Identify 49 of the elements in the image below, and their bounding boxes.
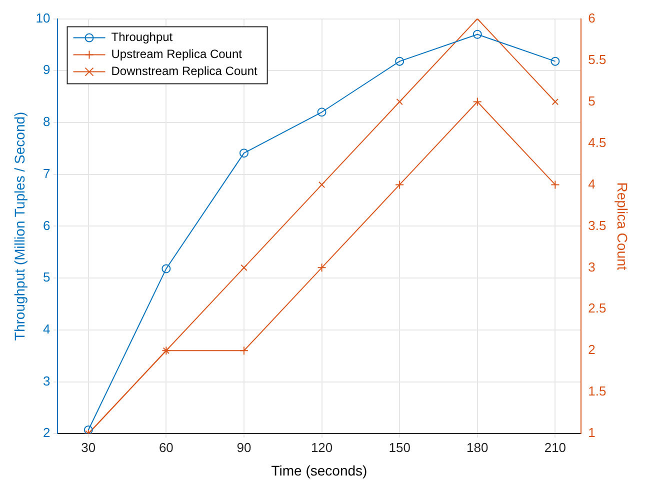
y2-tick-label: 3.5 bbox=[588, 218, 606, 233]
y2-tick-label: 4.5 bbox=[588, 134, 606, 150]
y-tick-label: 9 bbox=[43, 62, 50, 78]
y-tick-label: 7 bbox=[43, 166, 50, 181]
y2-tick-label: 5.5 bbox=[588, 52, 606, 67]
x-tick-label: 210 bbox=[544, 440, 566, 455]
y-tick-label: 8 bbox=[43, 114, 50, 130]
point bbox=[318, 181, 326, 188]
point bbox=[472, 30, 482, 39]
x-tick-label: 60 bbox=[158, 440, 174, 455]
legend-label: Downstream Replica Count bbox=[111, 64, 258, 78]
point bbox=[240, 264, 248, 272]
point bbox=[239, 148, 248, 158]
point bbox=[395, 56, 404, 66]
point bbox=[396, 98, 403, 106]
y-tick-label: 4 bbox=[43, 321, 50, 336]
y-tick-label: 6 bbox=[43, 218, 50, 233]
x-tick-label: 150 bbox=[388, 440, 410, 455]
point bbox=[395, 180, 404, 190]
point bbox=[84, 425, 93, 434]
x-axis-title: Time (seconds) bbox=[271, 462, 368, 478]
point bbox=[550, 180, 560, 190]
legend-label: Upstream Replica Count bbox=[111, 47, 243, 62]
y2-tick-label: 1 bbox=[588, 425, 596, 440]
point bbox=[317, 108, 326, 117]
point bbox=[162, 264, 171, 274]
y2-tick-label: 1.5 bbox=[588, 384, 606, 399]
legend-label: Throughput bbox=[111, 30, 174, 44]
point bbox=[550, 56, 560, 66]
point bbox=[317, 263, 326, 272]
y-tick-label: 10 bbox=[36, 10, 50, 26]
y2-tick-label: 3 bbox=[588, 259, 596, 274]
x-tick-label: 30 bbox=[81, 440, 96, 455]
y2-tick-label: 4 bbox=[588, 176, 596, 192]
y-tick-label: 5 bbox=[43, 270, 50, 285]
point bbox=[239, 346, 248, 356]
y2-axis-title: Replica Count bbox=[614, 182, 631, 270]
x-tick-label: 180 bbox=[466, 440, 488, 455]
point bbox=[552, 98, 559, 106]
point bbox=[472, 97, 482, 106]
y2-tick-label: 2 bbox=[588, 342, 596, 358]
x-tick-label: 120 bbox=[310, 440, 333, 455]
x-tick-label: 90 bbox=[236, 440, 252, 455]
y-tick-label: 3 bbox=[43, 373, 50, 388]
y2-tick-label: 6 bbox=[588, 10, 596, 26]
y2-tick-label: 5 bbox=[588, 93, 596, 108]
y-axis-title: Throughput (Million Tuples / Second) bbox=[11, 112, 28, 341]
y2-tick-label: 2.5 bbox=[588, 300, 606, 316]
y-tick-label: 2 bbox=[43, 425, 50, 440]
